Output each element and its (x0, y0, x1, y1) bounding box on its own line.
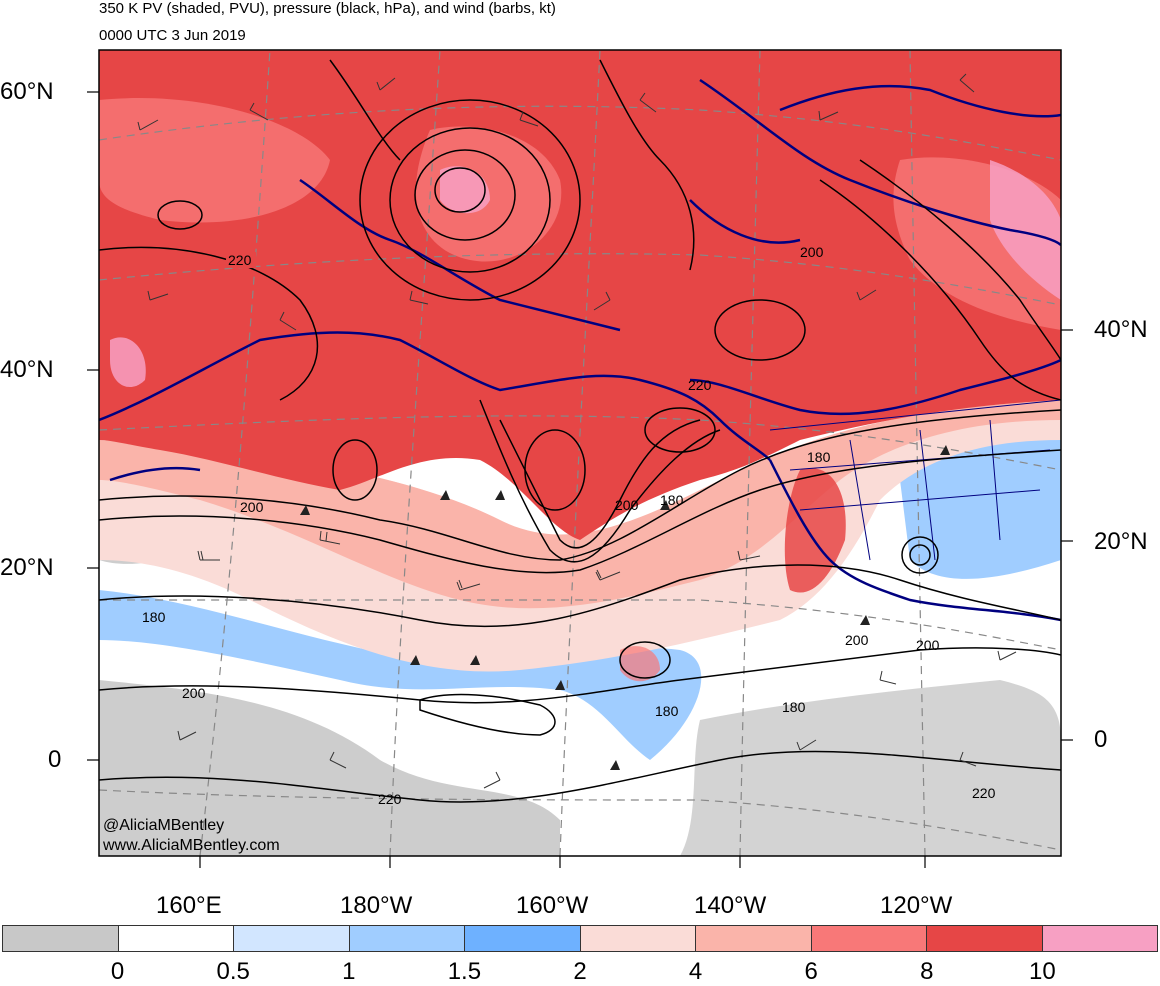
colorbar-swatch (811, 926, 927, 951)
pv-map: 220 200 220 180 200 180 200 180 200 180 … (87, 49, 1073, 868)
pv-shade-grey (680, 680, 1061, 856)
colorbar (2, 925, 1158, 952)
lon-label: 120°W (880, 892, 953, 919)
contour-label: 200 (615, 497, 639, 513)
contour-labels: 220 200 220 180 200 180 200 180 200 180 … (142, 244, 996, 807)
wind-pennants (300, 445, 950, 770)
lon-label: 180°W (340, 892, 413, 919)
lat-label-left: 0 (48, 746, 62, 773)
colorbar-tick-label: 2 (573, 958, 587, 985)
contour-label: 200 (916, 637, 940, 653)
colorbar-swatch (927, 926, 1043, 951)
lat-label-left: 20°N (0, 554, 54, 581)
lon-label: 140°W (694, 892, 767, 919)
valid-time: 0000 UTC 3 Jun 2019 (99, 27, 246, 44)
colorbar-swatch (234, 926, 350, 951)
coastlines (99, 78, 1061, 622)
pv-shade-magenta (440, 166, 490, 214)
colorbar-swatch (465, 926, 581, 951)
ticks (87, 91, 1073, 868)
colorbar-swatch (696, 926, 812, 951)
contour-label: 200 (800, 244, 824, 260)
pv-shade-salmon (99, 400, 1061, 609)
map-title: 350 K PV (shaded, PVU), pressure (black,… (99, 0, 556, 17)
colorbar-tick-label: 1.5 (447, 958, 482, 985)
lon-label: 160°E (156, 892, 222, 919)
pv-shade-lightred (99, 98, 330, 223)
pv-shade-red (99, 50, 1061, 540)
colorbar-tick-label: 6 (804, 958, 818, 985)
contour-label: 220 (688, 377, 712, 393)
pv-shade-blue (900, 430, 1061, 579)
lat-label-right: 0 (1094, 726, 1108, 753)
pv-shade-blue (99, 590, 702, 760)
colorbar-swatch (3, 926, 119, 951)
contour-label: 180 (655, 703, 679, 719)
colorbar-tick-label: 8 (920, 958, 934, 985)
colorbar-tick-label: 0 (110, 958, 125, 985)
contour-label: 200 (182, 685, 206, 701)
contour-label: 180 (660, 492, 684, 508)
colorbar-tick-label: 4 (688, 958, 703, 985)
colorbar-swatch (580, 926, 696, 951)
credit-handle: @AliciaMBentley (103, 817, 224, 834)
colorbar-tick-label: 1 (342, 958, 356, 985)
lat-label-right: 40°N (1094, 316, 1148, 343)
lat-label-left: 60°N (0, 78, 54, 105)
contour-label: 180 (142, 609, 166, 625)
map-fields: 220 200 220 180 200 180 200 180 200 180 … (99, 50, 1061, 856)
political-borders (769, 399, 1061, 561)
contour-label: 200 (240, 499, 264, 515)
pressure-contours (99, 59, 1061, 803)
contour-label: 220 (378, 791, 402, 807)
pv-shade-magenta (990, 160, 1061, 300)
pv-shade-magenta (110, 337, 146, 388)
contour-label: 220 (972, 785, 996, 801)
colorbar-tick-label: 0.5 (216, 958, 250, 985)
colorbar-swatch (349, 926, 465, 951)
colorbar-tick-label: 10 (1029, 958, 1056, 985)
pv-shade-red (620, 646, 660, 682)
contour-label: 180 (807, 449, 831, 465)
credit-url: www.AliciaMBentley.com (102, 837, 280, 854)
wind-barbs (137, 73, 1017, 789)
contour-label: 200 (845, 632, 869, 648)
contour-label: 220 (228, 252, 252, 268)
graticule (99, 50, 1061, 856)
lat-label-left: 40°N (0, 356, 54, 383)
map-frame (98, 49, 1062, 857)
colorbar-swatch (1042, 926, 1157, 951)
contour-label: 180 (782, 699, 806, 715)
lon-label: 160°W (516, 892, 589, 919)
colorbar-swatch (118, 926, 234, 951)
lat-label-right: 20°N (1094, 528, 1148, 555)
